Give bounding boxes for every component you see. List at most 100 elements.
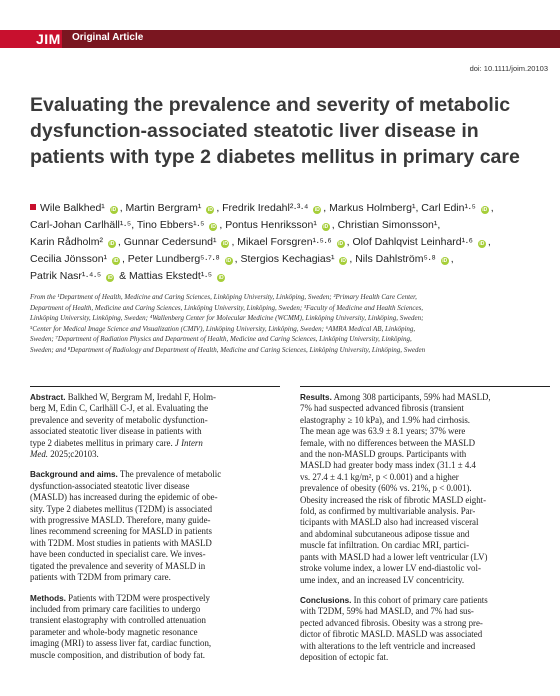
results-line: The mean age was 63.9 ± 8.1 years; 37% w… [300, 426, 466, 437]
background-line: tigated the prevalence and severity of M… [30, 560, 206, 571]
background-heading: Background and aims. [30, 470, 118, 480]
journal-name: JIM [36, 31, 61, 47]
right-column: Results. Among 308 participants, 59% had… [300, 392, 550, 672]
results-line: stroke volume index, a lower LV end-dias… [300, 563, 481, 574]
article-type-bar: Original Article [62, 30, 560, 48]
results-line: 7% had suspected advanced fibrosis (tran… [300, 403, 464, 414]
conclusions-line: with T2DM, 59% had MASLD, and 7% had sus… [300, 606, 474, 617]
results-line: Among 308 participants, 59% had MASLD, [333, 392, 491, 402]
orcid-icon[interactable]: iD [111, 257, 120, 265]
abstract-line: Balkhed W, Bergram M, Iredahl F, Holm- [67, 392, 216, 402]
citation-year: 2025;c20103. [50, 449, 99, 460]
results-line: Obesity increased the risk of fibrotic M… [300, 494, 487, 505]
author-line-text[interactable]: Carl-Johan Carlhäll¹·⁵, Tino Ebbers¹·⁵ i… [30, 219, 441, 231]
orcid-icon[interactable]: iD [106, 274, 115, 282]
conclusions-line: pected advanced fibrosis. Obesity was a … [300, 617, 483, 628]
results-line: ticipants with MASLD also had increased … [300, 517, 479, 528]
background-line: with T2DM. Most studies in patients with… [30, 537, 212, 548]
conclusions-line: dictor of fibrotic MASLD. MASLD was asso… [300, 629, 483, 640]
author-line-text[interactable]: Cecilia Jönsson¹ iD, Peter Lundberg⁵·⁷·⁸… [30, 253, 454, 265]
author-line-text[interactable]: Karin Rådholm² iD, Gunnar Cedersund¹ iD,… [30, 236, 491, 248]
background-line: lines recommend screening for MASLD in p… [30, 526, 212, 537]
conclusions-heading: Conclusions. [300, 595, 352, 605]
results-line: ume index, and an increased LV concentri… [300, 574, 465, 585]
left-column-rule [30, 386, 280, 387]
background-section: Background and aims. The prevalence of m… [30, 469, 280, 583]
orcid-icon[interactable]: iD [480, 206, 489, 214]
affiliations: From the ¹Department of Health, Medicine… [30, 292, 545, 355]
journal-header: JIM Original Article [0, 30, 560, 48]
abstract-line: type 2 diabetes mellitus in primary care… [30, 437, 173, 448]
methods-line: included from primary care facilities to… [30, 603, 201, 614]
affiliation-line: Department of Health, Medicine and Carin… [30, 303, 424, 312]
affiliation-line: Linköping University, Linköping, Sweden;… [30, 314, 424, 322]
background-line: have been conducted in specialist care. … [30, 549, 206, 560]
results-line: and the non-MASLD groups. Participants w… [300, 449, 467, 460]
orcid-icon[interactable]: iD [313, 206, 322, 214]
results-line: pants with MASLD had a lower left ventri… [300, 551, 488, 562]
methods-section: Methods. Patients with T2DM were prospec… [30, 593, 280, 661]
conclusions-section: Conclusions. In this cohort of primary c… [300, 595, 550, 663]
methods-line: parameter and whole-body magnetic resona… [30, 626, 198, 637]
article-type: Original Article [72, 32, 144, 43]
orcid-icon[interactable]: iD [206, 206, 215, 214]
results-line: female, with no differences between the … [300, 437, 476, 448]
results-line: prevalence of obesity (60% vs. 21%, p < … [300, 483, 472, 494]
orcid-icon[interactable]: iD [109, 206, 118, 214]
orcid-icon[interactable]: iD [221, 240, 230, 248]
conclusions-line: In this cohort of primary care patients [353, 594, 488, 605]
bullet-icon [30, 204, 36, 210]
background-line: (MASLD) has increased during the epidemi… [30, 492, 218, 503]
results-line: MASLD had greater body mass index (31.1 … [300, 460, 476, 471]
author-list: Wile Balkhed¹ iD, Martin Bergram¹ iD, Fr… [30, 200, 540, 285]
author-line-text[interactable]: Patrik Nasr¹·⁴·⁵ iD & Mattias Ekstedt¹·⁵… [30, 270, 226, 282]
orcid-icon[interactable]: iD [339, 257, 348, 265]
methods-line: transient elastography with controlled a… [30, 615, 206, 626]
author-line: Karin Rådholm² iD, Gunnar Cedersund¹ iD,… [30, 234, 540, 251]
affiliation-line: From the ¹Department of Health, Medicine… [30, 293, 417, 301]
orcid-icon[interactable]: iD [107, 240, 116, 248]
results-line: muscle fat infiltration. On cardiac MRI,… [300, 540, 470, 551]
doi[interactable]: doi: 10.1111/joim.20103 [469, 64, 548, 73]
conclusions-line: with alterations to the left ventricle a… [300, 640, 476, 651]
author-line-text[interactable]: Wile Balkhed¹ iD, Martin Bergram¹ iD, Fr… [40, 202, 494, 214]
title-line: dysfunction-associated steatotic liver d… [30, 120, 479, 142]
affiliation-line: ⁵Center for Medical Image Science and Vi… [30, 324, 416, 333]
orcid-icon[interactable]: iD [477, 240, 486, 248]
conclusions-line: deposition of ectopic fat. [300, 651, 389, 662]
journal-abbrev-2: Med. [30, 449, 48, 460]
title-line: Evaluating the prevalence and severity o… [30, 94, 511, 116]
orcid-icon[interactable]: iD [209, 223, 218, 231]
background-line: sity. Type 2 diabetes mellitus (T2DM) is… [30, 503, 213, 514]
results-line: vs. 27.4 ± 4.1 kg/m², p < 0.001) and a h… [300, 471, 459, 482]
right-column-rule [300, 386, 550, 387]
background-line: The prevalence of metabolic [119, 469, 222, 480]
affiliation-line: Sweden; and ⁸Department of Radiology and… [30, 345, 426, 354]
methods-line: Patients with T2DM were prospectively [68, 592, 210, 603]
methods-heading: Methods. [30, 593, 66, 603]
abstract-line: associated steatotic liver disease in pa… [30, 426, 202, 437]
abstract-line: berg M, Edin C, Carlhäll C-J, et al. Eva… [30, 403, 209, 414]
orcid-icon[interactable]: iD [440, 257, 449, 265]
abstract-citation: Abstract. Balkhed W, Bergram M, Iredahl … [30, 392, 280, 460]
author-line: Carl-Johan Carlhäll¹·⁵, Tino Ebbers¹·⁵ i… [30, 217, 540, 234]
background-line: with progressive MASLD. Therefore, many … [30, 515, 211, 526]
methods-line: imaging (MRI) to assess liver fat, cardi… [30, 638, 212, 649]
affiliation-line: Sweden; ⁷Department of Radiation Physics… [30, 335, 412, 343]
orcid-icon[interactable]: iD [321, 223, 330, 231]
author-line: Cecilia Jönsson¹ iD, Peter Lundberg⁵·⁷·⁸… [30, 251, 540, 268]
orcid-icon[interactable]: iD [224, 257, 233, 265]
results-line: elastography ≥ 10 kPa), and 1.9% had cir… [300, 414, 471, 425]
orcid-icon[interactable]: iD [336, 240, 345, 248]
results-section: Results. Among 308 participants, 59% had… [300, 392, 550, 586]
author-line: Wile Balkhed¹ iD, Martin Bergram¹ iD, Fr… [30, 200, 540, 217]
journal-abbrev: J Intern [174, 437, 203, 448]
orcid-icon[interactable]: iD [217, 274, 226, 282]
article-title: Evaluating the prevalence and severity o… [30, 92, 540, 170]
abstract-heading: Abstract. [30, 393, 66, 402]
results-line: and abdominal subcutaneous adipose tissu… [300, 528, 470, 539]
author-line: Patrik Nasr¹·⁴·⁵ iD & Mattias Ekstedt¹·⁵… [30, 268, 540, 285]
journal-logo: JIM [0, 30, 62, 48]
background-line: dysfunction-associated steatotic liver d… [30, 480, 190, 491]
results-line: fold, as confirmed by multivariable anal… [300, 506, 476, 517]
